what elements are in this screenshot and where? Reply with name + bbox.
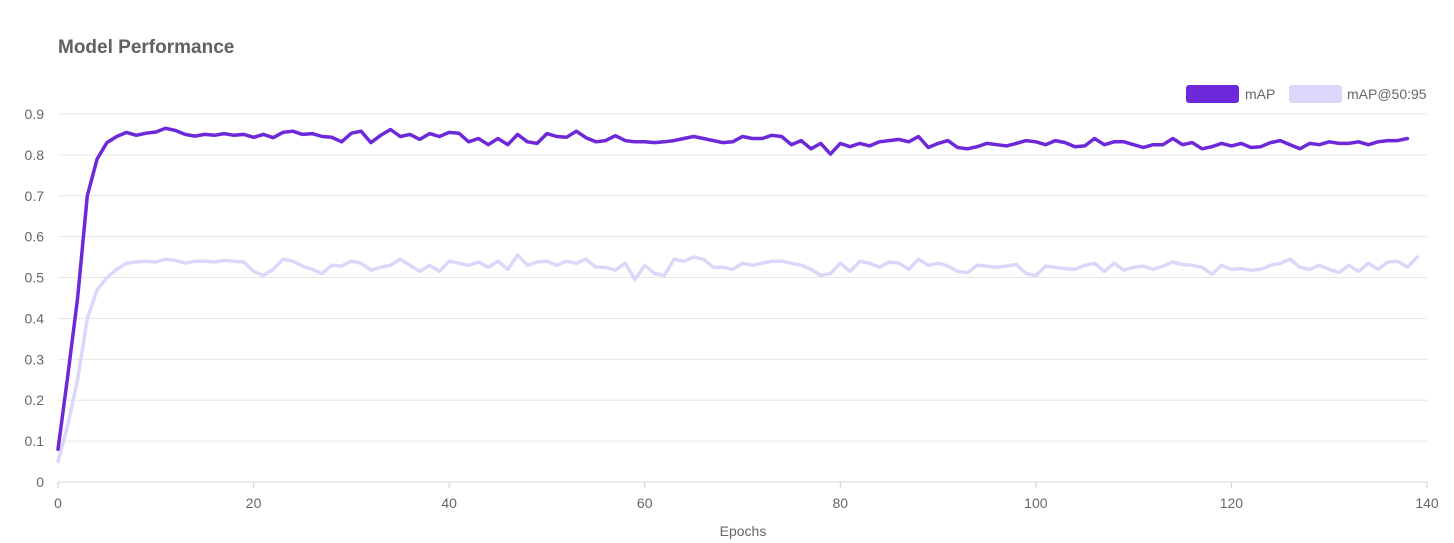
- x-axis-ticks: 0 20 40 60 80 100 120 140: [54, 482, 1439, 511]
- series-lines: [56, 126, 1419, 464]
- x-tick-label: 80: [832, 495, 848, 511]
- y-axis-ticks: 0 0.1 0.2 0.3 0.4 0.5 0.6 0.7 0.8 0.9: [25, 106, 45, 490]
- x-tick-label: 0: [54, 495, 62, 511]
- legend-item[interactable]: mAP: [1186, 85, 1275, 103]
- series-line: [56, 126, 1410, 452]
- legend-item[interactable]: mAP@50:95: [1289, 85, 1427, 103]
- x-tick-label: 120: [1220, 495, 1244, 511]
- y-tick-label: 0: [36, 474, 44, 490]
- x-tick-label: 60: [637, 495, 653, 511]
- x-axis-label: Epochs: [720, 523, 767, 539]
- series-line: [56, 253, 1419, 464]
- y-tick-label: 0.1: [25, 433, 45, 449]
- legend[interactable]: mAP mAP@50:95: [1186, 85, 1427, 103]
- gridlines: [58, 113, 1427, 442]
- y-tick-label: 0.9: [25, 106, 45, 122]
- legend-swatch: [1186, 85, 1239, 103]
- y-tick-label: 0.4: [25, 310, 45, 326]
- x-tick-label: 40: [441, 495, 457, 511]
- y-tick-label: 0.3: [25, 351, 45, 367]
- y-tick-label: 0.8: [25, 147, 45, 163]
- x-tick-label: 100: [1024, 495, 1048, 511]
- y-tick-label: 0.5: [25, 270, 45, 286]
- y-tick-label: 0.2: [25, 392, 45, 408]
- legend-swatch: [1289, 85, 1342, 103]
- x-tick-label: 20: [246, 495, 262, 511]
- legend-label: mAP@50:95: [1347, 86, 1427, 102]
- legend-label: mAP: [1245, 86, 1275, 102]
- x-tick-label: 140: [1415, 495, 1439, 511]
- y-tick-label: 0.7: [25, 188, 45, 204]
- chart-title: Model Performance: [58, 37, 235, 58]
- y-tick-label: 0.6: [25, 229, 45, 245]
